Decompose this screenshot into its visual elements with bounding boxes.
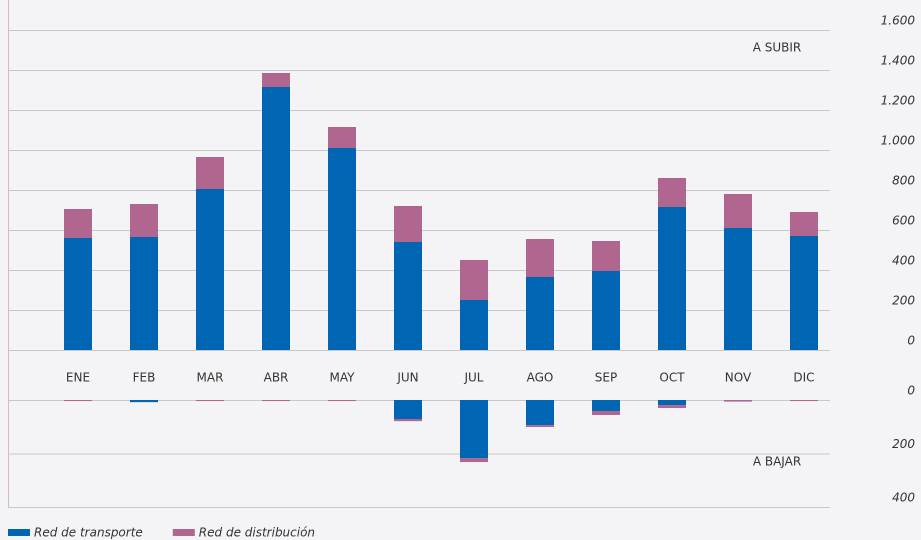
y-tick-label: 600 bbox=[892, 214, 915, 228]
bar-segment bbox=[394, 400, 422, 419]
bar-segment bbox=[526, 277, 554, 350]
bar-segment bbox=[790, 212, 818, 236]
bar-segment bbox=[394, 242, 422, 350]
bar-segment bbox=[130, 204, 158, 237]
bar-segment bbox=[262, 87, 290, 350]
bar-segment bbox=[64, 400, 92, 402]
bar-segment bbox=[724, 228, 752, 350]
y-tick-label: 400 bbox=[892, 491, 915, 505]
bar-segment bbox=[460, 260, 488, 300]
x-tick-label: MAY bbox=[330, 371, 356, 385]
bar-segment bbox=[592, 241, 620, 271]
bar-segment bbox=[196, 157, 224, 189]
x-tick-label: FEB bbox=[133, 371, 156, 385]
bar-segment bbox=[658, 178, 686, 207]
bar-segment bbox=[460, 400, 488, 459]
bar-segment bbox=[328, 127, 356, 148]
bar-segment bbox=[592, 271, 620, 350]
bar-segment bbox=[592, 410, 620, 415]
bar-segment bbox=[724, 400, 752, 402]
bar-segment bbox=[64, 209, 92, 238]
x-tick-label: DIC bbox=[793, 371, 814, 385]
y-tick-label: 0 bbox=[907, 384, 915, 398]
bar-segment bbox=[658, 207, 686, 350]
bar-segment bbox=[526, 400, 554, 426]
bar-segment bbox=[526, 239, 554, 277]
bar-segment bbox=[526, 425, 554, 428]
bar-segment bbox=[658, 405, 686, 409]
bar-segment bbox=[460, 458, 488, 463]
y-tick-label: 800 bbox=[892, 174, 915, 188]
x-tick-label: ENE bbox=[66, 371, 90, 385]
bar-segment bbox=[64, 238, 92, 350]
bar-segment bbox=[196, 189, 224, 350]
bar-segment bbox=[328, 148, 356, 350]
legend-swatch bbox=[172, 529, 195, 536]
legend-label: Red de transporte bbox=[34, 526, 143, 540]
y-tick-label: 400 bbox=[892, 254, 915, 268]
bar-segment bbox=[724, 194, 752, 228]
legend-label: Red de distribución bbox=[199, 526, 315, 540]
bar-segment bbox=[790, 236, 818, 350]
y-tick-label: 200 bbox=[892, 294, 915, 308]
bar-segment bbox=[328, 400, 356, 402]
bar-segment bbox=[130, 400, 158, 403]
x-tick-label: ABR bbox=[264, 371, 289, 385]
bar-segment bbox=[658, 400, 686, 406]
bar-segment bbox=[394, 418, 422, 422]
x-tick-label: NOV bbox=[725, 371, 752, 385]
bar-segment bbox=[262, 73, 290, 87]
annotation: A SUBIR bbox=[753, 41, 802, 55]
y-tick-label: 1.000 bbox=[881, 134, 916, 148]
bar-segment bbox=[592, 400, 620, 411]
x-tick-label: AGO bbox=[527, 371, 554, 385]
bar-segment bbox=[130, 237, 158, 350]
x-tick-label: OCT bbox=[659, 371, 685, 385]
y-tick-label: 1.200 bbox=[881, 94, 916, 108]
x-tick-label: SEP bbox=[595, 371, 617, 385]
bar-segment bbox=[790, 400, 818, 402]
x-tick-label: MAR bbox=[197, 371, 224, 385]
y-tick-label: 0 bbox=[907, 334, 915, 348]
y-tick-label: 1.400 bbox=[881, 54, 916, 68]
bar-segment bbox=[460, 300, 488, 350]
y-tick-label: 1.600 bbox=[881, 14, 916, 28]
legend-swatch bbox=[8, 529, 30, 536]
annotation: A BAJAR bbox=[753, 455, 801, 469]
bar-segment bbox=[196, 400, 224, 402]
y-tick-label: 200 bbox=[892, 437, 915, 451]
bar-segment bbox=[394, 206, 422, 242]
x-tick-label: JUN bbox=[396, 371, 418, 385]
x-tick-label: JUL bbox=[463, 371, 483, 385]
bar-segment bbox=[262, 400, 290, 402]
